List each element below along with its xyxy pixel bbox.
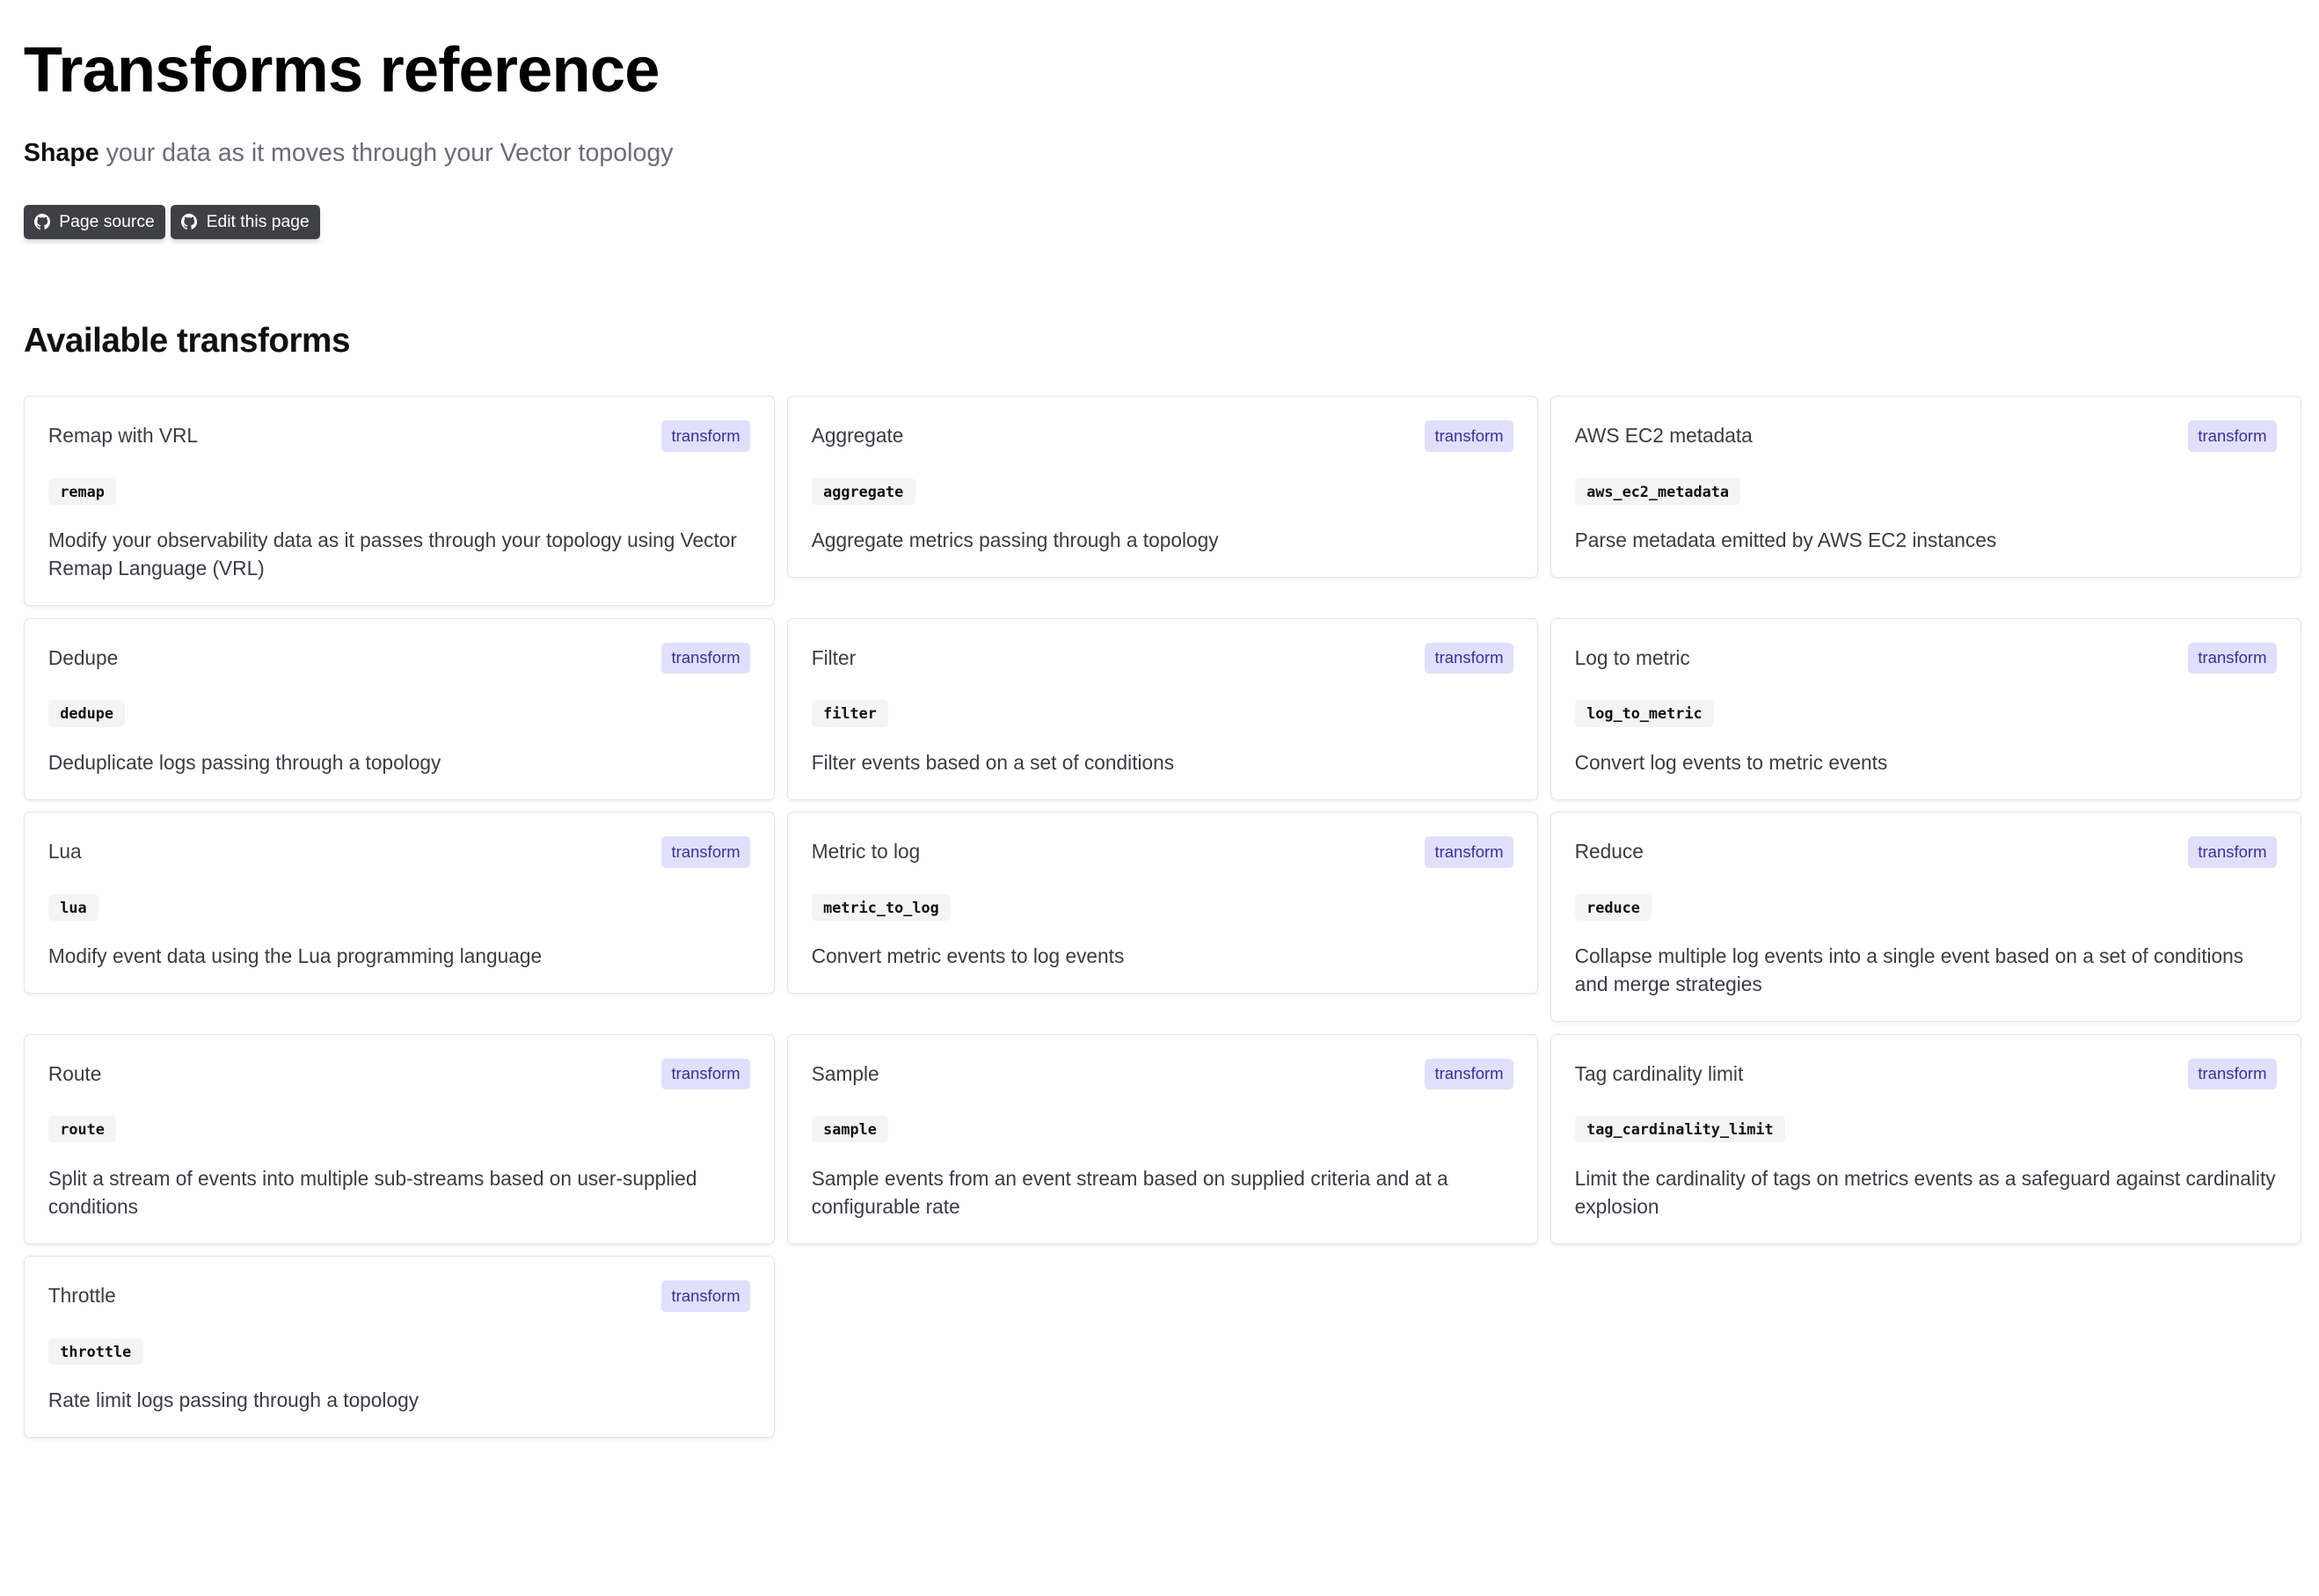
- type-badge: transform: [2187, 1058, 2278, 1090]
- card-description: Modify event data using the Lua programm…: [47, 944, 543, 968]
- type-badge: transform: [2187, 836, 2278, 868]
- type-badge: transform: [2187, 420, 2278, 452]
- component-id: route: [47, 1116, 117, 1143]
- component-id: log_to_metric: [1574, 700, 1715, 727]
- card-title: Sample: [811, 1061, 879, 1085]
- card-header: Filter transform: [811, 642, 1514, 674]
- transform-card[interactable]: Dedupe transform dedupe Deduplicate logs pa…: [23, 617, 776, 800]
- type-badge: transform: [660, 1280, 751, 1312]
- transform-card[interactable]: Aggregate transform aggregate Aggregate met…: [786, 396, 1539, 579]
- transforms-grid: Remap with VRL transform remap Modify your …: [23, 396, 2302, 1439]
- card-header: Dedupe transform: [47, 642, 751, 674]
- card-title: Dedupe: [47, 645, 119, 669]
- card-title: AWS EC2 metadata: [1574, 424, 1753, 448]
- subtitle-text: your data as it moves through your Vecto…: [98, 139, 674, 168]
- page-actions: Page source Edit this page: [23, 205, 2296, 239]
- transform-card[interactable]: Throttle transform throttle Rate limit logs…: [23, 1256, 776, 1439]
- subtitle-strong: Shape: [23, 139, 99, 168]
- card-title: Aggregate: [811, 424, 904, 448]
- component-id: sample: [811, 1116, 889, 1143]
- component-id: reduce: [1574, 893, 1652, 922]
- card-header: Log to metric transform: [1574, 642, 2278, 674]
- component-id: tag_cardinality_limit: [1574, 1116, 1786, 1143]
- type-badge: transform: [2187, 642, 2278, 674]
- card-header: Lua transform: [47, 836, 751, 868]
- page-source-label: Page source: [59, 211, 155, 231]
- type-badge: transform: [1424, 420, 1514, 452]
- card-description: Split a stream of events into multiple s…: [47, 1166, 697, 1218]
- card-title: Route: [47, 1061, 102, 1085]
- component-id: throttle: [47, 1337, 143, 1365]
- type-badge: transform: [1424, 1058, 1514, 1090]
- component-id: aws_ec2_metadata: [1574, 477, 1741, 506]
- card-title: Reduce: [1574, 840, 1644, 864]
- card-title: Filter: [811, 645, 857, 669]
- card-description: Aggregate metrics passing through a topo…: [811, 528, 1219, 552]
- card-header: Metric to log transform: [811, 836, 1514, 868]
- page: Transforms reference Shape your data as …: [23, 35, 2302, 1439]
- card-description: Deduplicate logs passing through a topol…: [47, 750, 441, 774]
- card-description: Convert log events to metric events: [1574, 750, 1888, 774]
- page-title: Transforms reference: [23, 35, 660, 106]
- transform-card[interactable]: Filter transform filter Filter events based…: [786, 617, 1539, 800]
- component-id: metric_to_log: [811, 893, 952, 922]
- component-id: dedupe: [47, 700, 126, 727]
- component-id: filter: [811, 700, 889, 727]
- card-header: Sample transform: [811, 1058, 1514, 1090]
- component-id: remap: [47, 477, 117, 506]
- content: Transforms reference Shape your data as …: [23, 35, 2302, 1439]
- edit-page-button[interactable]: Edit this page: [171, 205, 320, 239]
- card-description: Limit the cardinality of tags on metrics…: [1574, 1166, 2276, 1218]
- github-icon: [181, 214, 198, 230]
- transform-card[interactable]: Sample transform sample Sample events from …: [786, 1033, 1539, 1244]
- card-title: Tag cardinality limit: [1574, 1061, 1744, 1085]
- transform-card[interactable]: Reduce transform reduce Collapse multiple l…: [1550, 812, 2302, 1023]
- card-description: Modify your observability data as it pas…: [47, 528, 737, 580]
- transform-card[interactable]: Remap with VRL transform remap Modify your …: [23, 396, 776, 607]
- card-header: Remap with VRL transform: [47, 420, 751, 452]
- card-header: Throttle transform: [47, 1280, 751, 1312]
- card-title: Metric to log: [811, 840, 921, 864]
- card-description: Convert metric events to log events: [811, 944, 1125, 968]
- card-header: AWS EC2 metadata transform: [1574, 420, 2278, 452]
- page-subtitle: Shape your data as it moves through your…: [24, 139, 2296, 168]
- card-header: Aggregate transform: [811, 420, 1514, 452]
- transform-card[interactable]: Metric to log transform metric_to_log Conve…: [786, 812, 1539, 995]
- transform-card[interactable]: AWS EC2 metadata transform aws_ec2_metadat…: [1550, 396, 2302, 579]
- type-badge: transform: [660, 420, 751, 452]
- component-id: aggregate: [811, 477, 915, 506]
- section-title: Available transforms: [23, 322, 351, 360]
- card-title: Remap with VRL: [47, 424, 199, 448]
- github-icon: [33, 214, 50, 230]
- edit-page-label: Edit this page: [206, 211, 310, 231]
- card-title: Throttle: [47, 1284, 116, 1308]
- card-header: Route transform: [47, 1058, 751, 1090]
- transform-card[interactable]: Log to metric transform log_to_metric Conve…: [1550, 617, 2302, 800]
- transform-card[interactable]: Tag cardinality limit transform tag_cardin…: [1550, 1033, 2302, 1244]
- card-description: Collapse multiple log events into a sing…: [1574, 944, 2244, 996]
- page-source-button[interactable]: Page source: [23, 205, 165, 239]
- transform-card[interactable]: Route transform route Split a stream of eve…: [23, 1033, 776, 1244]
- type-badge: transform: [1424, 642, 1514, 674]
- card-header: Tag cardinality limit transform: [1574, 1058, 2278, 1090]
- type-badge: transform: [660, 1058, 751, 1090]
- component-id: lua: [47, 893, 99, 922]
- card-header: Reduce transform: [1574, 836, 2278, 868]
- card-description: Filter events based on a set of conditio…: [811, 750, 1175, 774]
- card-title: Log to metric: [1574, 645, 1690, 669]
- type-badge: transform: [1424, 836, 1514, 868]
- type-badge: transform: [660, 836, 751, 868]
- card-description: Parse metadata emitted by AWS EC2 instan…: [1574, 528, 1997, 552]
- card-description: Rate limit logs passing through a topolo…: [47, 1388, 419, 1412]
- type-badge: transform: [660, 642, 751, 674]
- transform-card[interactable]: Lua transform lua Modify event data using t…: [23, 812, 776, 995]
- card-description: Sample events from an event stream based…: [811, 1166, 1448, 1218]
- card-title: Lua: [47, 840, 82, 864]
